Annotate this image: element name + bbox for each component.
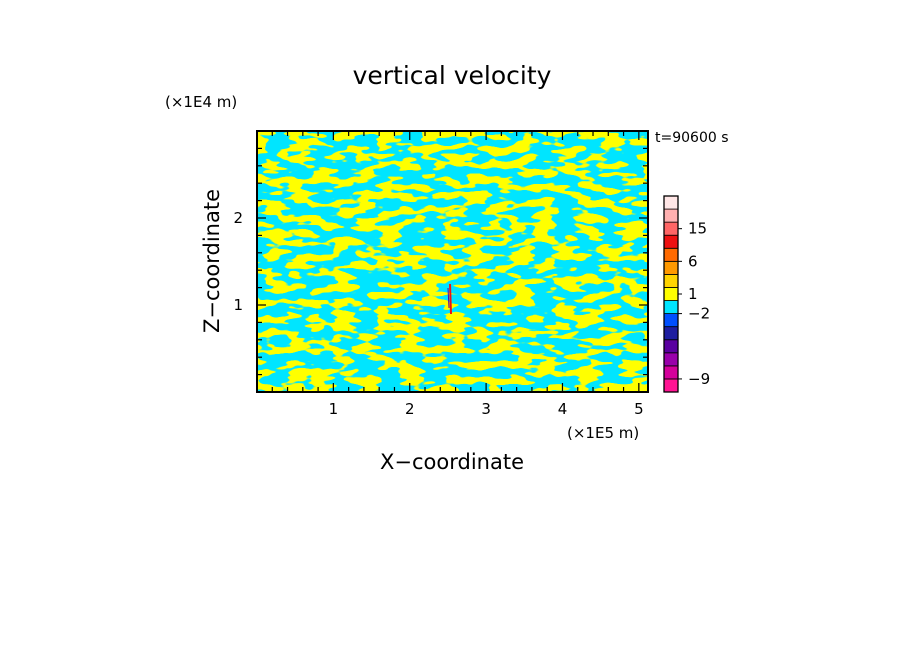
x-unit-label: (×1E5 m) bbox=[567, 424, 639, 442]
x-axis-title: X−coordinate bbox=[380, 450, 524, 474]
colorbar-label: 6 bbox=[688, 252, 698, 270]
x-axis-ticks: 1 2 3 4 5 bbox=[271, 131, 644, 418]
colorbar-label: −2 bbox=[688, 305, 710, 323]
colorbar-bin bbox=[663, 352, 679, 367]
colorbar-label: −9 bbox=[688, 370, 710, 388]
colorbar-bin bbox=[663, 287, 679, 301]
colorbar-bin bbox=[663, 273, 679, 288]
colorbar-label: 15 bbox=[688, 220, 707, 238]
x-tick-label: 3 bbox=[481, 400, 491, 418]
colorbar-bin bbox=[663, 313, 679, 328]
y-axis-ticks: 12 bbox=[233, 147, 648, 376]
colorbar-bin bbox=[663, 365, 679, 380]
time-label: t=90600 s bbox=[655, 130, 729, 146]
y-tick-label: 2 bbox=[233, 209, 243, 227]
x-tick-label: 2 bbox=[405, 400, 415, 418]
colorbar-label: 1 bbox=[688, 285, 698, 303]
colorbar-bin bbox=[663, 195, 679, 210]
y-tick-label: 1 bbox=[233, 296, 243, 314]
colorbar: 15 6 1 −2 −9 bbox=[663, 195, 710, 393]
colorbar-bin bbox=[663, 300, 679, 314]
x-tick-label: 4 bbox=[558, 400, 568, 418]
colorbar-bin bbox=[663, 234, 679, 249]
colorbar-bin bbox=[663, 247, 679, 262]
x-tick-label: 5 bbox=[634, 400, 644, 418]
x-tick-label: 1 bbox=[329, 400, 339, 418]
colorbar-bin bbox=[663, 260, 679, 275]
y-unit-label: (×1E4 m) bbox=[165, 93, 237, 111]
colorbar-bin bbox=[663, 221, 679, 236]
colorbar-bin bbox=[663, 339, 679, 354]
colorbar-bin bbox=[663, 326, 679, 341]
y-axis-title: Z−coordinate bbox=[200, 189, 224, 333]
colorbar-bin bbox=[663, 208, 679, 223]
positive-region bbox=[257, 131, 648, 392]
colorbar-bin bbox=[663, 378, 679, 393]
updraft-core bbox=[449, 283, 452, 315]
contour-field bbox=[257, 131, 648, 392]
downdraft-core bbox=[447, 287, 450, 309]
chart-title: vertical velocity bbox=[353, 61, 552, 90]
plot-frame bbox=[256, 130, 649, 393]
